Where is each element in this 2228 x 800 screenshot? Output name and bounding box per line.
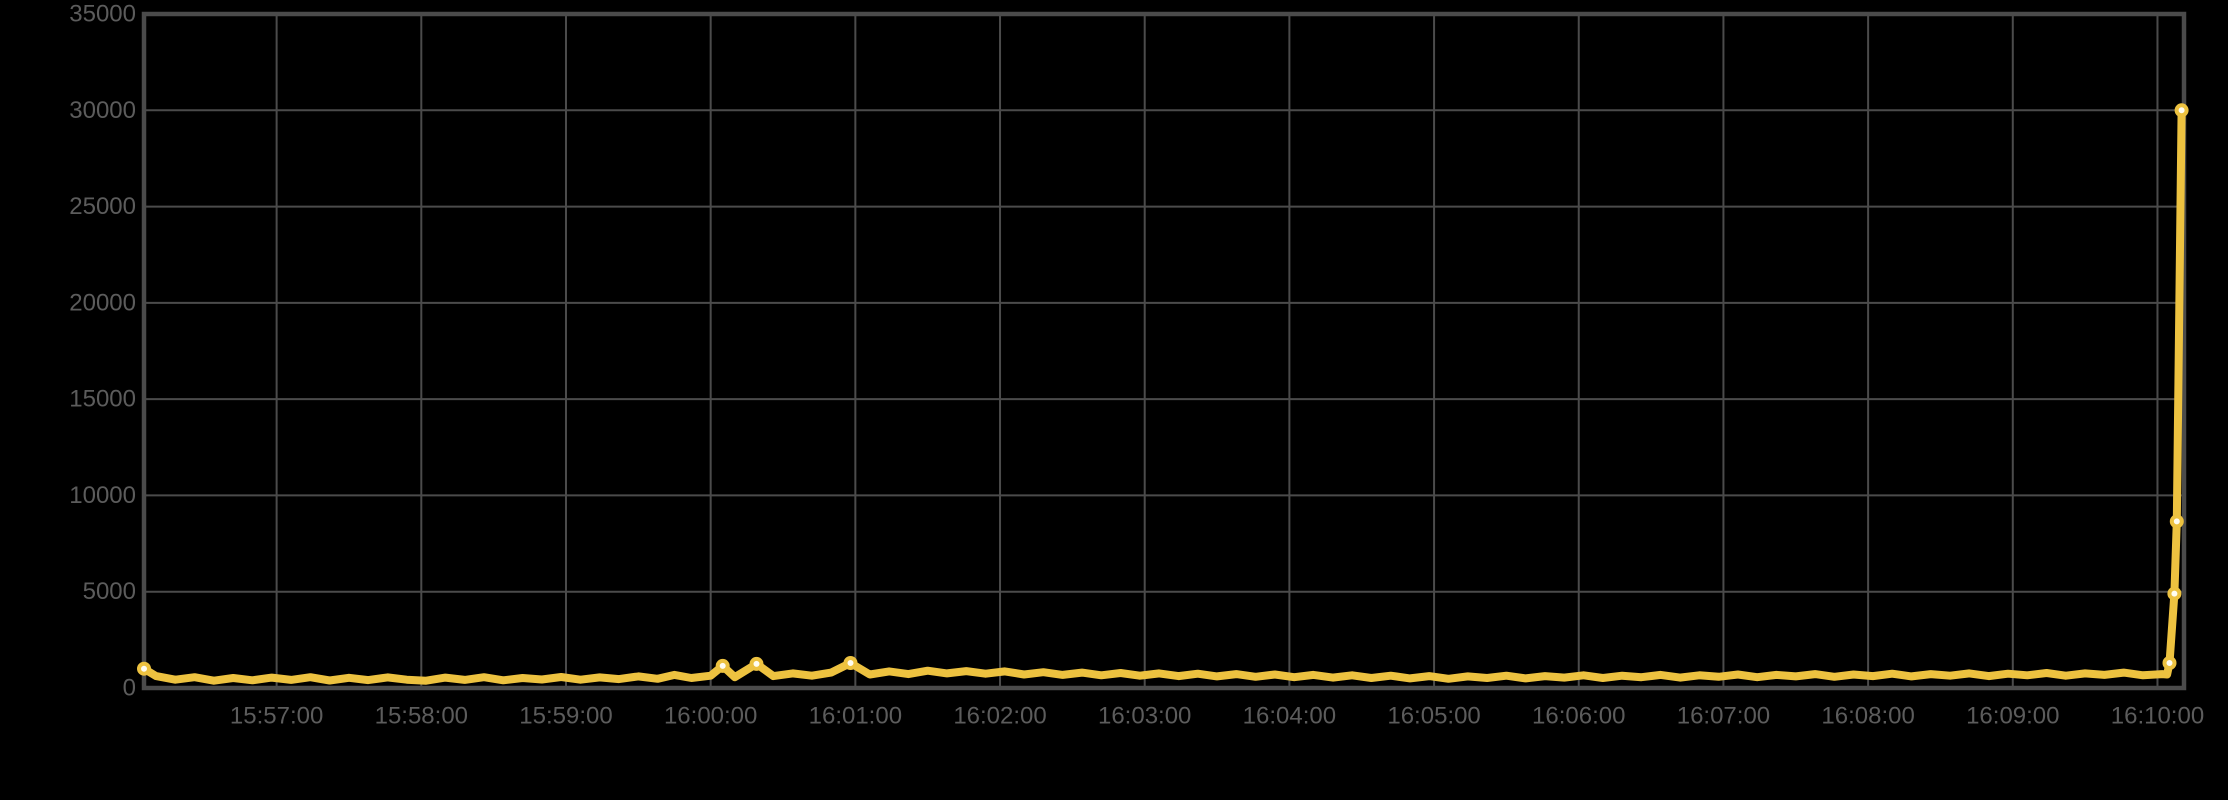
y-axis-tick-label: 25000: [69, 193, 136, 220]
y-axis-tick-label: 20000: [69, 289, 136, 316]
x-axis-tick-label: 16:00:00: [664, 703, 757, 730]
x-axis-tick-label: 16:01:00: [809, 703, 902, 730]
data-point-marker: [2167, 586, 2182, 601]
x-axis-tick-label: 16:04:00: [1243, 703, 1336, 730]
x-axis-tick-label: 16:08:00: [1821, 703, 1914, 730]
y-axis-tick-label: 15000: [69, 386, 136, 413]
y-axis-tick-label: 30000: [69, 97, 136, 124]
x-axis-tick-label: 15:57:00: [230, 703, 323, 730]
series-line: [140, 106, 2186, 685]
x-axis-tick-label: 16:05:00: [1387, 703, 1480, 730]
y-axis-tick-label: 10000: [69, 482, 136, 509]
data-point-marker: [2169, 514, 2184, 529]
data-point-marker: [2174, 103, 2189, 118]
plot-border: [141, 11, 2187, 691]
x-axis-tick-label: 16:06:00: [1532, 703, 1625, 730]
data-point-marker: [137, 661, 151, 676]
plot-area: [144, 14, 2184, 688]
y-axis-tick-label: 5000: [83, 578, 136, 605]
y-axis-tick-label: 35000: [69, 1, 136, 28]
x-axis-tick-label: 15:59:00: [519, 703, 612, 730]
x-axis-tick-label: 16:03:00: [1098, 703, 1191, 730]
data-point-marker: [2162, 656, 2177, 670]
x-axis-tick-label: 15:58:00: [375, 703, 468, 730]
y-axis-tick-label: 0: [123, 675, 136, 702]
data-point-marker: [749, 656, 764, 671]
x-axis-tick-label: 16:10:00: [2111, 703, 2204, 730]
data-point-marker: [843, 656, 858, 670]
x-axis-tick-label: 16:02:00: [953, 703, 1046, 730]
x-axis-tick-label: 16:09:00: [1966, 703, 2059, 730]
x-axis-tick-label: 16:07:00: [1677, 703, 1770, 730]
data-point-marker: [715, 658, 730, 673]
